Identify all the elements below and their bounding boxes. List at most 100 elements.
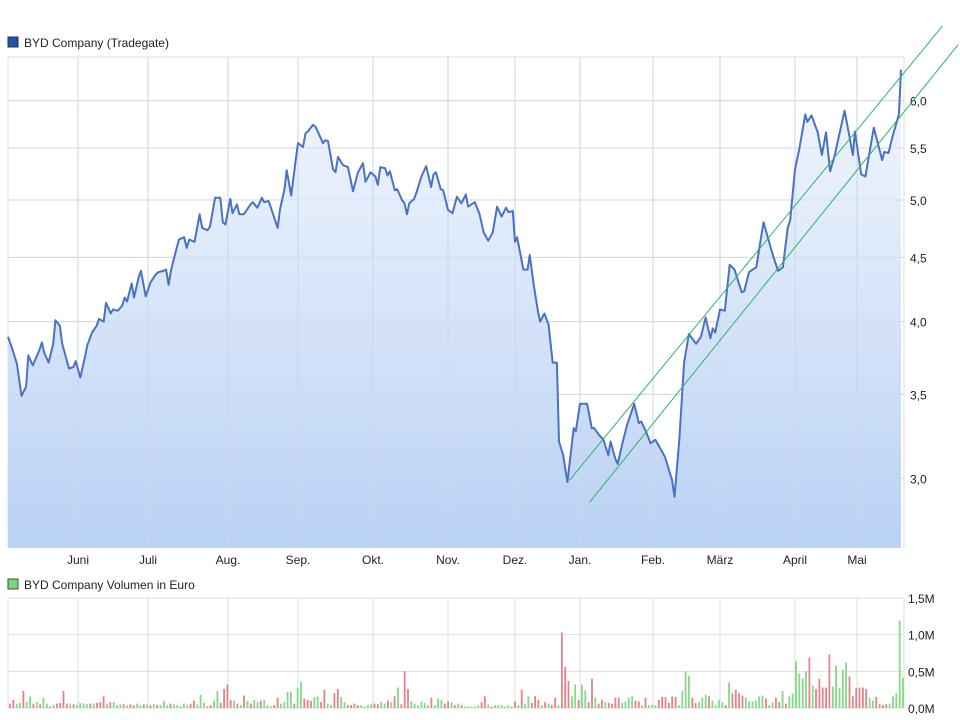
volume-bar [845,662,847,708]
volume-bar [423,702,426,708]
volume-bar [443,703,446,708]
volume-bar [72,704,75,708]
volume-bar [641,705,643,708]
volume-bar [333,693,336,708]
volume-bar [534,696,536,708]
volume-bar [862,687,864,708]
volume-bar [898,620,901,708]
volume-bar [229,699,232,708]
volume-bar [79,702,82,708]
volume-bar [788,696,791,708]
volume-bar [557,705,560,708]
volume-bar [52,705,55,708]
volume-bar [203,702,205,708]
volume-bar [206,706,209,708]
x-tick-label: Juli [139,553,157,567]
volume-bar [69,703,72,708]
volume-bar [838,688,841,708]
volume-bar [567,680,570,708]
volume-bar [387,700,389,708]
volume-bar [266,705,269,708]
volume-bar [885,704,888,708]
volume-bar [29,696,31,708]
volume-bar [293,703,296,708]
volume-bar [306,699,309,708]
volume-bar [530,702,533,708]
volume-bar [62,691,65,708]
volume-bar [637,701,640,708]
volume-bar [12,699,15,708]
volume-bar [149,705,152,708]
volume-bar [614,697,617,708]
x-tick-label: Jan. [569,553,592,567]
volume-bar [142,704,145,708]
volume-bar [624,701,627,708]
y-tick-label: 5,5 [910,142,927,156]
volume-bar [360,705,363,708]
y-tick-label: 4,5 [910,251,927,265]
volume-bar [313,697,316,708]
volume-bar [420,701,423,708]
volume-bar [741,695,744,708]
volume-bar [243,695,245,708]
volume-bar [76,705,78,708]
volume-bar [601,699,603,708]
volume-bar [892,696,894,708]
volume-bar [554,697,557,708]
volume-bar [330,705,332,708]
volume-bar [45,703,48,708]
volume-legend: BYD Company Volumen in Euro [7,578,195,592]
volume-bars [9,620,904,708]
volume-bar [239,705,242,708]
x-tick-label: Aug. [216,553,241,567]
volume-bar [577,699,580,708]
volume-bar [494,705,496,708]
x-tick-label: Mai [847,553,866,567]
volume-bar [661,697,664,708]
volume-bar [738,693,740,708]
volume-bar [848,676,851,708]
volume-bar [136,703,138,708]
volume-bar [510,706,513,708]
volume-bar [758,696,761,708]
volume-bar [497,705,500,708]
volume-bar [9,703,11,708]
volume-bar [467,706,470,708]
trendline [569,25,943,481]
volume-bar [49,706,51,708]
volume-bar [768,705,771,708]
volume-bar [574,684,577,708]
y-tick-label: 4,0 [910,316,927,330]
volume-bar [112,702,115,708]
volume-bar [413,703,416,708]
volume-bar [173,704,175,708]
volume-bar [159,705,162,708]
volume-bar [474,706,476,708]
volume-bar [851,696,854,708]
volume-y-tick-label: 0,5M [908,665,935,679]
volume-bar [504,706,506,708]
volume-bar [571,696,573,708]
volume-bar [781,691,784,708]
volume-bar [156,705,159,708]
volume-bar [89,703,92,708]
volume-bar [634,700,637,708]
volume-bar [524,703,526,708]
volume-bar [754,700,757,708]
volume-bar [734,689,737,708]
volume-bar [253,699,256,708]
volume-bar [32,703,35,708]
volume-bar [500,705,503,708]
volume-bar [644,697,647,708]
volume-bar [129,704,132,708]
volume-bar [815,688,817,708]
x-tick-label: April [783,553,807,567]
x-tick-label: März [707,553,734,567]
volume-bar [520,689,523,708]
volume-bar [477,705,480,708]
volume-bar [671,696,674,708]
x-tick-label: Juni [67,553,89,567]
volume-bar [270,706,272,708]
volume-bar [370,704,373,708]
